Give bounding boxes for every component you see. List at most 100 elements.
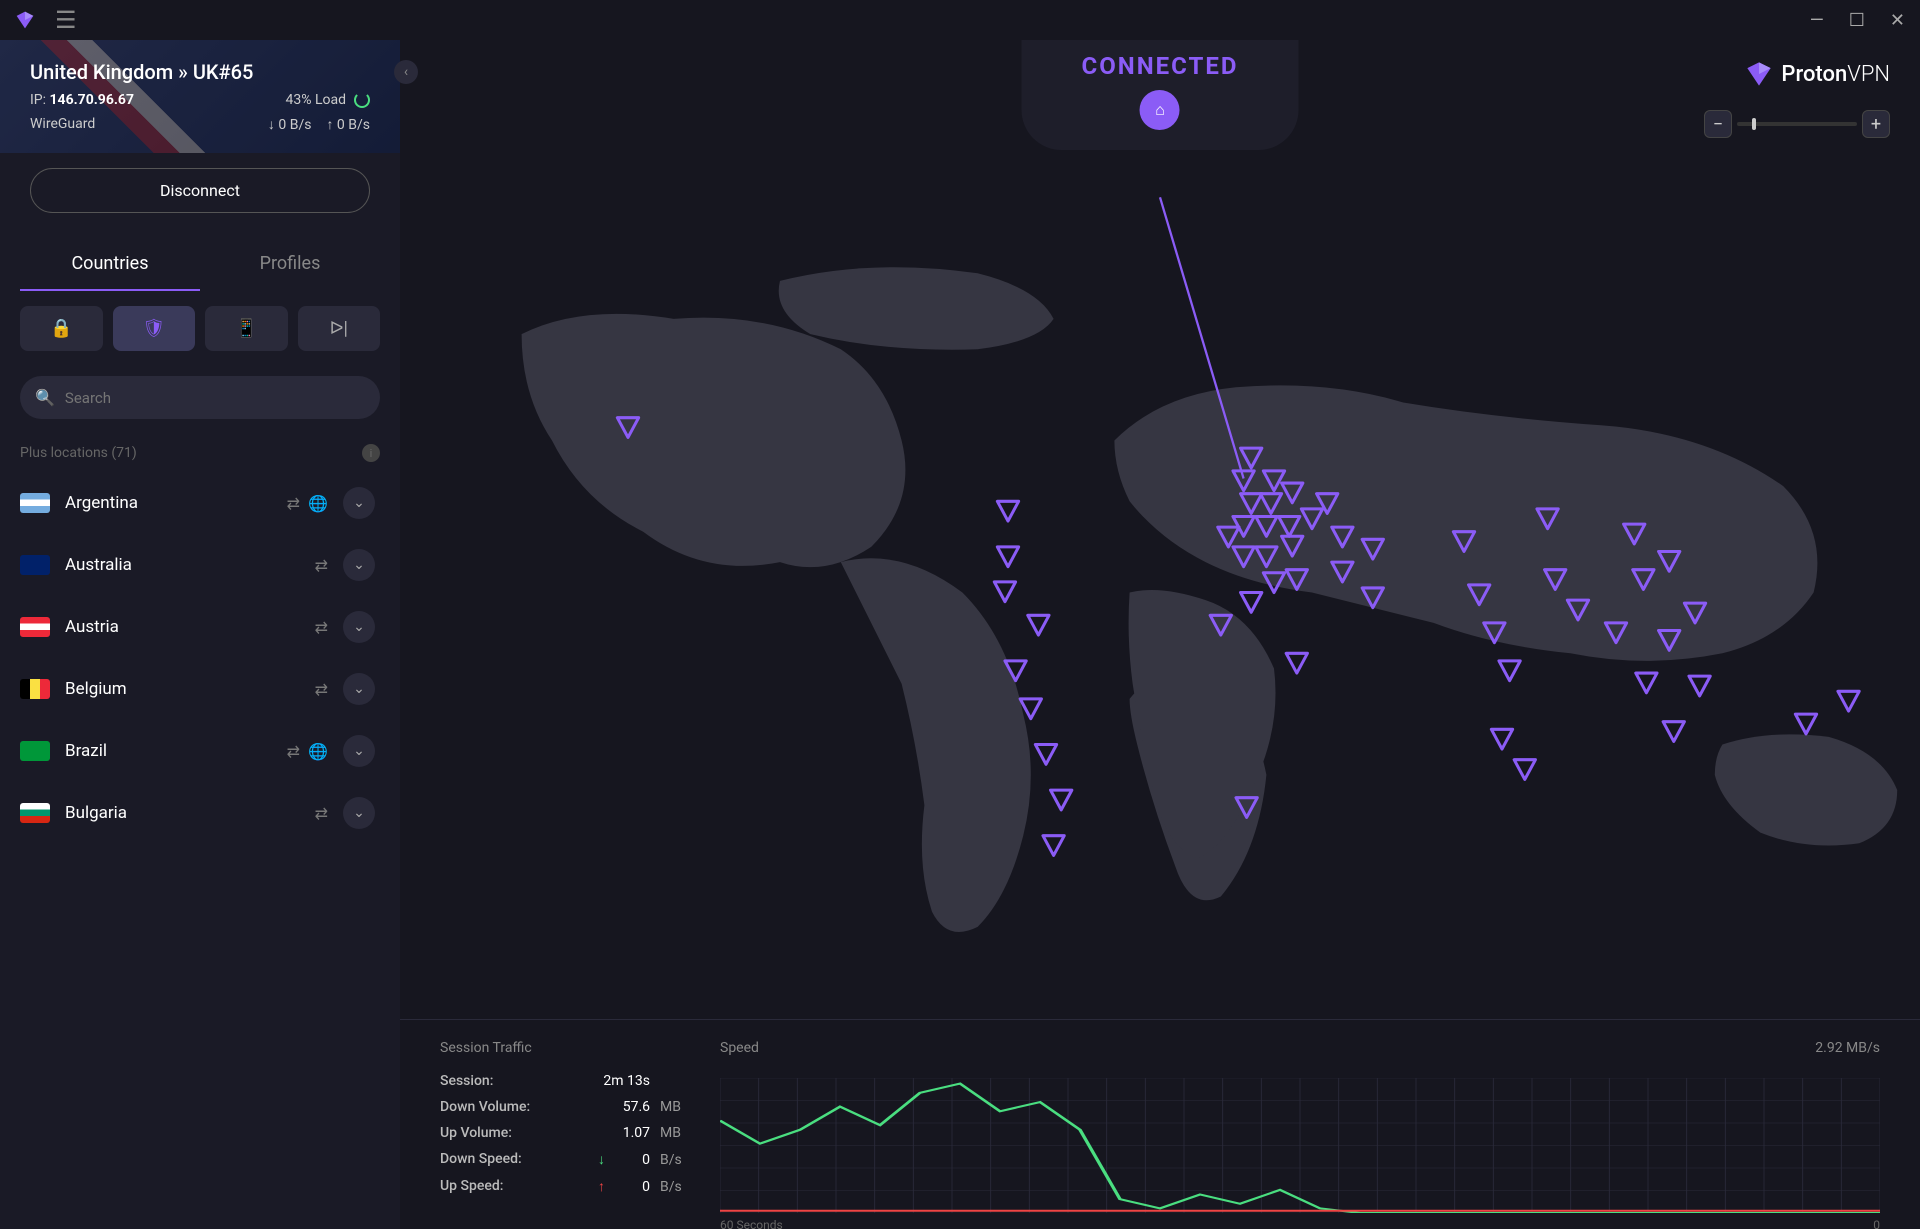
window-controls: — ☐ ✕ <box>1810 10 1905 31</box>
load-indicator-icon <box>354 92 370 108</box>
tab-profiles[interactable]: Profiles <box>200 238 380 291</box>
p2p-icon: ⇄ <box>287 494 300 513</box>
up-arrow-icon: ↑ <box>598 1178 605 1195</box>
close-button[interactable]: ✕ <box>1890 10 1905 31</box>
country-list[interactable]: Argentina ⇄ 🌐 ⌄ Australia ⇄ ⌄ Austria ⇄ ⌄ Belgium ⇄… <box>0 472 400 1229</box>
p2p-icon: ⇄ <box>315 618 328 637</box>
country-item[interactable]: Austria ⇄ ⌄ <box>0 596 395 658</box>
expand-button[interactable]: ⌄ <box>343 673 375 705</box>
server-name: United Kingdom » UK#65 <box>30 60 370 84</box>
ip-label: IP: <box>30 92 46 108</box>
stat-row: Session: 2m 13s <box>440 1068 690 1094</box>
session-title: Session Traffic <box>440 1040 690 1056</box>
world-map[interactable] <box>400 90 1920 1019</box>
stat-label: Down Volume: <box>440 1099 530 1115</box>
titlebar: ☰ — ☐ ✕ <box>0 0 1920 40</box>
filter-shield-button[interactable]: 🛡 <box>113 306 196 351</box>
flag-icon <box>20 493 50 513</box>
app-logo-icon <box>15 10 35 30</box>
p2p-icon: ⇄ <box>315 804 328 823</box>
zoom-in-button[interactable]: + <box>1862 110 1890 138</box>
p2p-icon: ⇄ <box>315 556 328 575</box>
stat-label: Down Speed: <box>440 1151 522 1168</box>
bottom-panel: Session Traffic Session: 2m 13sDown Volu… <box>400 1019 1920 1229</box>
filter-tor-button[interactable]: ᐅ| <box>298 306 381 351</box>
stat-unit: MB <box>660 1099 690 1115</box>
shield-icon: 🛡 <box>142 318 165 339</box>
lock-icon: 🔒 <box>50 318 72 339</box>
home-button[interactable]: ⌂ <box>1140 90 1180 130</box>
country-item[interactable]: Argentina⇄🌐⌄ <box>0 472 395 534</box>
globe-icon: 🌐 <box>308 742 328 761</box>
expand-button[interactable]: ⌄ <box>343 487 375 519</box>
expand-button[interactable]: ⌄ <box>343 797 375 829</box>
stat-row: Up Speed: ↑0B/s <box>440 1173 690 1200</box>
country-item[interactable]: Brazil ⇄ 🌐 ⌄ <box>0 720 395 782</box>
country-name: Belgium <box>65 679 300 699</box>
stat-row: Down Volume: 57.6 MB <box>440 1094 690 1120</box>
country-feature-icons: ⇄ <box>315 556 328 575</box>
connection-header: United Kingdom » UK#65 IP: 146.70.96.67 … <box>0 40 400 153</box>
stat-value: 0 <box>615 1179 650 1195</box>
stat-label: Up Speed: <box>440 1178 503 1195</box>
load-text: 43% Load <box>286 92 347 108</box>
maximize-button[interactable]: ☐ <box>1849 10 1865 31</box>
status-banner: CONNECTED ⌂ <box>1022 40 1299 150</box>
country-feature-icons: ⇄ <box>315 680 328 699</box>
menu-icon[interactable]: ☰ <box>55 6 77 34</box>
expand-button[interactable]: ⌄ <box>343 549 375 581</box>
search-box[interactable]: 🔍 <box>20 376 380 419</box>
zoom-controls: − + <box>1704 110 1890 138</box>
brand-icon <box>1745 60 1773 88</box>
tab-countries[interactable]: Countries <box>20 238 200 291</box>
flag-icon <box>20 741 50 761</box>
home-icon: ⌂ <box>1155 100 1165 120</box>
country-feature-icons: ⇄ <box>315 804 328 823</box>
stat-value: 57.6 <box>615 1099 650 1115</box>
expand-button[interactable]: ⌄ <box>343 611 375 643</box>
minimize-button[interactable]: — <box>1810 10 1824 31</box>
stat-unit: B/s <box>660 1152 690 1168</box>
zoom-out-button[interactable]: − <box>1704 110 1732 138</box>
expand-button[interactable]: ⌄ <box>343 735 375 767</box>
speed-panel: Speed 2.92 MB/s 60 Seconds 0 <box>720 1040 1880 1209</box>
collapse-sidebar-button[interactable]: ‹ <box>394 60 418 84</box>
zoom-thumb[interactable] <box>1752 118 1756 130</box>
country-name: Austria <box>65 617 300 637</box>
country-name: Brazil <box>65 741 272 761</box>
p2p-icon: ⇄ <box>315 680 328 699</box>
filter-row: 🔒 🛡 📱 ᐅ| <box>0 291 400 366</box>
brand-logo: ProtonVPN <box>1745 60 1890 88</box>
session-panel: Session Traffic Session: 2m 13sDown Volu… <box>440 1040 690 1209</box>
filter-streaming-button[interactable]: 📱 <box>205 306 288 351</box>
flag-icon <box>20 617 50 637</box>
speed-max: 2.92 MB/s <box>1815 1040 1880 1068</box>
disconnect-button[interactable]: Disconnect <box>30 168 370 213</box>
country-item[interactable]: Belgium ⇄ ⌄ <box>0 658 395 720</box>
search-icon: 🔍 <box>35 388 55 407</box>
search-input[interactable] <box>65 389 365 407</box>
filter-lock-button[interactable]: 🔒 <box>20 306 103 351</box>
app-window: ☰ — ☐ ✕ United Kingdom » UK#65 IP: 146.7… <box>0 0 1920 1229</box>
stat-label: Up Volume: <box>440 1125 512 1141</box>
flag-icon <box>20 679 50 699</box>
brand-suffix: VPN <box>1847 62 1890 87</box>
info-icon[interactable]: i <box>362 444 380 462</box>
stat-label: Session: <box>440 1073 493 1089</box>
p2p-icon: ⇄ <box>287 742 300 761</box>
stat-row: Down Speed: ↓0B/s <box>440 1146 690 1173</box>
protocol-label: WireGuard <box>30 116 95 133</box>
sidebar-tabs: Countries Profiles <box>20 238 380 291</box>
zoom-slider[interactable] <box>1737 122 1857 126</box>
ip-value: 146.70.96.67 <box>50 92 134 108</box>
country-name: Argentina <box>65 493 272 513</box>
main-area: United Kingdom » UK#65 IP: 146.70.96.67 … <box>0 40 1920 1229</box>
country-name: Australia <box>65 555 300 575</box>
country-item[interactable]: Australia ⇄ ⌄ <box>0 534 395 596</box>
country-item[interactable]: Bulgaria⇄⌄ <box>0 782 395 844</box>
stat-value: 0 <box>615 1152 650 1168</box>
map-area[interactable] <box>400 40 1920 1019</box>
speed-title: Speed <box>720 1040 759 1056</box>
down-speed: ↓ 0 B/s <box>268 116 312 133</box>
speed-chart <box>720 1078 1880 1213</box>
